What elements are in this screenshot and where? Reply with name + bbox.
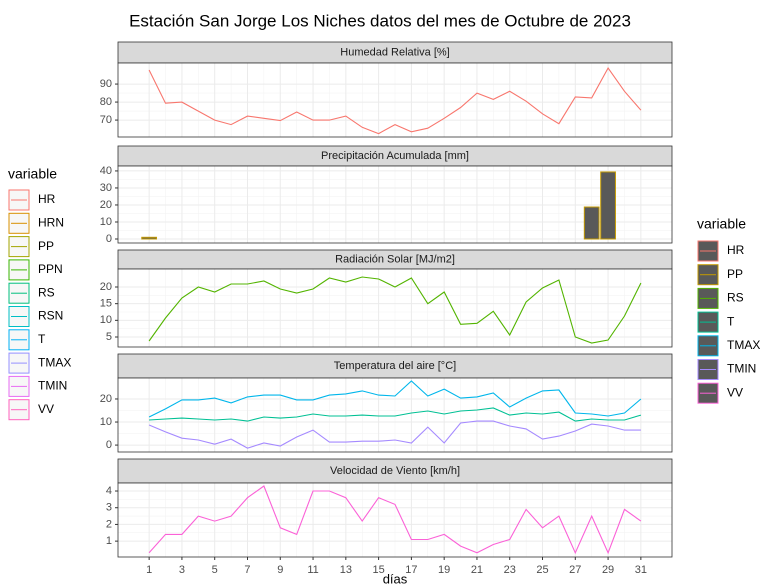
legend-label: TMIN	[38, 379, 67, 393]
legend-label: HR	[727, 243, 745, 257]
y-tick-label: 90	[100, 78, 112, 90]
legend-label: T	[727, 314, 735, 328]
line	[148, 485, 642, 555]
line	[148, 66, 642, 135]
legend-label: PP	[38, 239, 54, 253]
legend-label: T	[38, 332, 46, 346]
bar	[600, 171, 616, 240]
x-tick-label: 27	[569, 564, 581, 576]
x-tick-label: 17	[405, 564, 417, 576]
y-tick-label: 40	[100, 165, 112, 177]
legend-label: TMIN	[727, 362, 756, 376]
strip-label: Radiación Solar [MJ/m2]	[335, 253, 455, 265]
legend-title: variable	[8, 166, 57, 182]
y-tick-label: 0	[106, 439, 112, 451]
x-tick-label: 31	[635, 564, 647, 576]
legend-label: RS	[38, 285, 55, 299]
x-tick-label: 21	[471, 564, 483, 576]
line	[149, 407, 642, 422]
strip-label: Velocidad de Viento [km/h]	[330, 465, 460, 477]
y-tick-label: 4	[106, 485, 112, 497]
strip-label: Precipitación Acumulada [mm]	[321, 150, 469, 162]
x-tick-label: 15	[372, 564, 384, 576]
y-tick-label: 15	[100, 298, 112, 310]
y-tick-label: 3	[106, 502, 112, 514]
panel-border	[117, 377, 673, 453]
y-tick-label: 10	[100, 416, 112, 428]
panel-border	[117, 165, 673, 244]
x-axis-label: días	[383, 571, 408, 586]
line	[148, 380, 642, 418]
y-tick-label: 20	[100, 199, 112, 211]
x-tick-label: 23	[504, 564, 516, 576]
y-tick-label: 80	[100, 96, 112, 108]
x-tick-label: 7	[244, 564, 250, 576]
x-tick-label: 29	[602, 564, 614, 576]
legend-label: HRN	[38, 215, 64, 229]
legend-label: TMAX	[727, 338, 760, 352]
legend-label: VV	[38, 402, 54, 416]
y-tick-label: 5	[106, 331, 112, 343]
x-tick-label: 1	[146, 564, 152, 576]
legend-label: TMAX	[38, 355, 71, 369]
y-tick-label: 2	[106, 518, 112, 530]
legend-label: PPN	[38, 262, 63, 276]
legend-label: RSN	[38, 309, 63, 323]
panel-border	[117, 268, 673, 348]
x-tick-label: 9	[277, 564, 283, 576]
y-tick-label: 70	[100, 114, 112, 126]
x-tick-label: 11	[307, 564, 318, 576]
y-tick-label: 0	[106, 233, 112, 245]
x-tick-label: 13	[340, 564, 352, 576]
bar	[583, 206, 600, 240]
x-tick-label: 19	[438, 564, 450, 576]
legend-label: HR	[38, 192, 56, 206]
y-tick-label: 10	[100, 314, 112, 326]
y-tick-label: 10	[100, 216, 112, 228]
x-tick-label: 5	[212, 564, 218, 576]
bar	[141, 236, 158, 240]
y-tick-label: 1	[106, 535, 112, 547]
legend-title: variable	[697, 216, 746, 232]
y-tick-label: 30	[100, 182, 112, 194]
y-tick-label: 20	[100, 281, 112, 293]
panel-border	[117, 482, 673, 558]
x-tick-label: 3	[179, 564, 185, 576]
line	[148, 276, 642, 344]
strip	[117, 353, 673, 379]
x-tick-label: 25	[536, 564, 548, 576]
strip-label: Temperatura del aire [°C]	[334, 360, 456, 372]
panel-border	[117, 62, 673, 138]
legend-label: PP	[727, 267, 743, 281]
legend-label: VV	[727, 385, 743, 399]
strip-label: Humedad Relativa [%]	[340, 46, 449, 58]
y-tick-label: 20	[100, 393, 112, 405]
line	[148, 420, 641, 449]
chart-title: Estación San Jorge Los Niches datos del …	[129, 11, 631, 30]
legend-label: RS	[727, 291, 744, 305]
